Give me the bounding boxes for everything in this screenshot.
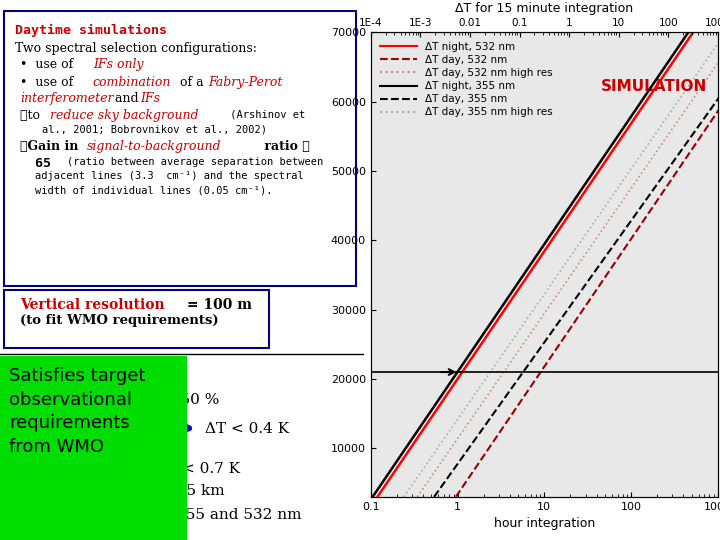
Text: width of individual lines (0.05 cm⁻¹).: width of individual lines (0.05 cm⁻¹). (35, 186, 272, 196)
Text: @ 355 and 532 nm: @ 355 and 532 nm (156, 508, 302, 522)
X-axis label: hour integration: hour integration (494, 517, 595, 530)
Text: •  use of: • use of (20, 58, 77, 71)
Text: and: and (111, 92, 143, 105)
Text: 65: 65 (35, 157, 58, 170)
Legend: ΔT night, 532 nm, ΔT day, 532 nm, ΔT day, 532 nm high res, ΔT night, 355 nm, ΔT : ΔT night, 532 nm, ΔT day, 532 nm, ΔT day… (376, 38, 557, 122)
Text: IFs only: IFs only (93, 58, 143, 71)
Text: < ΔT: < ΔT (67, 393, 106, 407)
Text: z<15 km: z<15 km (156, 484, 225, 498)
Text: al., 2001; Bobrovnikov et al., 2002): al., 2001; Bobrovnikov et al., 2002) (42, 124, 267, 134)
Text: Vertical resolution: Vertical resolution (20, 298, 165, 312)
Text: Daytime simulations: Daytime simulations (14, 24, 166, 37)
Text: 532: 532 (118, 397, 140, 408)
Text: adjacent lines (3.3  cm⁻¹) and the spectral: adjacent lines (3.3 cm⁻¹) and the spectr… (35, 171, 303, 181)
Text: reduce sky background: reduce sky background (50, 109, 199, 122)
Text: ΔT < 0.4 K: ΔT < 0.4 K (205, 422, 289, 436)
Text: (Arshinov et: (Arshinov et (224, 109, 305, 119)
Text: Δt=15 min: Δt=15 min (7, 462, 91, 476)
Text: Night-time: Night-time (7, 362, 118, 380)
Text: Fabry-Perot: Fabry-Perot (208, 76, 282, 89)
X-axis label: ΔT for 15 minute integration: ΔT for 15 minute integration (455, 2, 634, 15)
Text: 20-50 %: 20-50 % (151, 393, 220, 407)
Text: ratio ≅: ratio ≅ (260, 140, 310, 153)
Text: interferometer: interferometer (20, 92, 114, 105)
Bar (0, 356, 187, 540)
Text: 355: 355 (37, 397, 58, 408)
Text: ΔT < 0.7 K: ΔT < 0.7 K (156, 462, 240, 476)
Text: ➤Gain in: ➤Gain in (20, 140, 83, 153)
Text: Δt=1 h: Δt=1 h (7, 422, 62, 436)
Text: •  use of: • use of (20, 76, 77, 89)
Text: SIMULATION: SIMULATION (601, 79, 708, 94)
Text: combination: combination (93, 76, 171, 89)
Text: (to fit WMO requirements): (to fit WMO requirements) (20, 314, 219, 327)
Text: = 100 m: = 100 m (181, 298, 252, 312)
Text: Satisfies target
observational
requirements
from WMO: Satisfies target observational requireme… (9, 367, 145, 456)
Bar (4, 290, 269, 348)
Text: (ratio between average separation between: (ratio between average separation betwee… (67, 157, 323, 167)
Text: ΔT: ΔT (7, 393, 28, 407)
Text: Two spectral selection configurations:: Two spectral selection configurations: (14, 42, 256, 55)
Text: IFs: IFs (140, 92, 160, 105)
Text: signal-to-background: signal-to-background (87, 140, 222, 153)
Text: of a: of a (176, 76, 208, 89)
Text: ➤to: ➤to (20, 109, 44, 122)
Bar (4, 11, 356, 286)
